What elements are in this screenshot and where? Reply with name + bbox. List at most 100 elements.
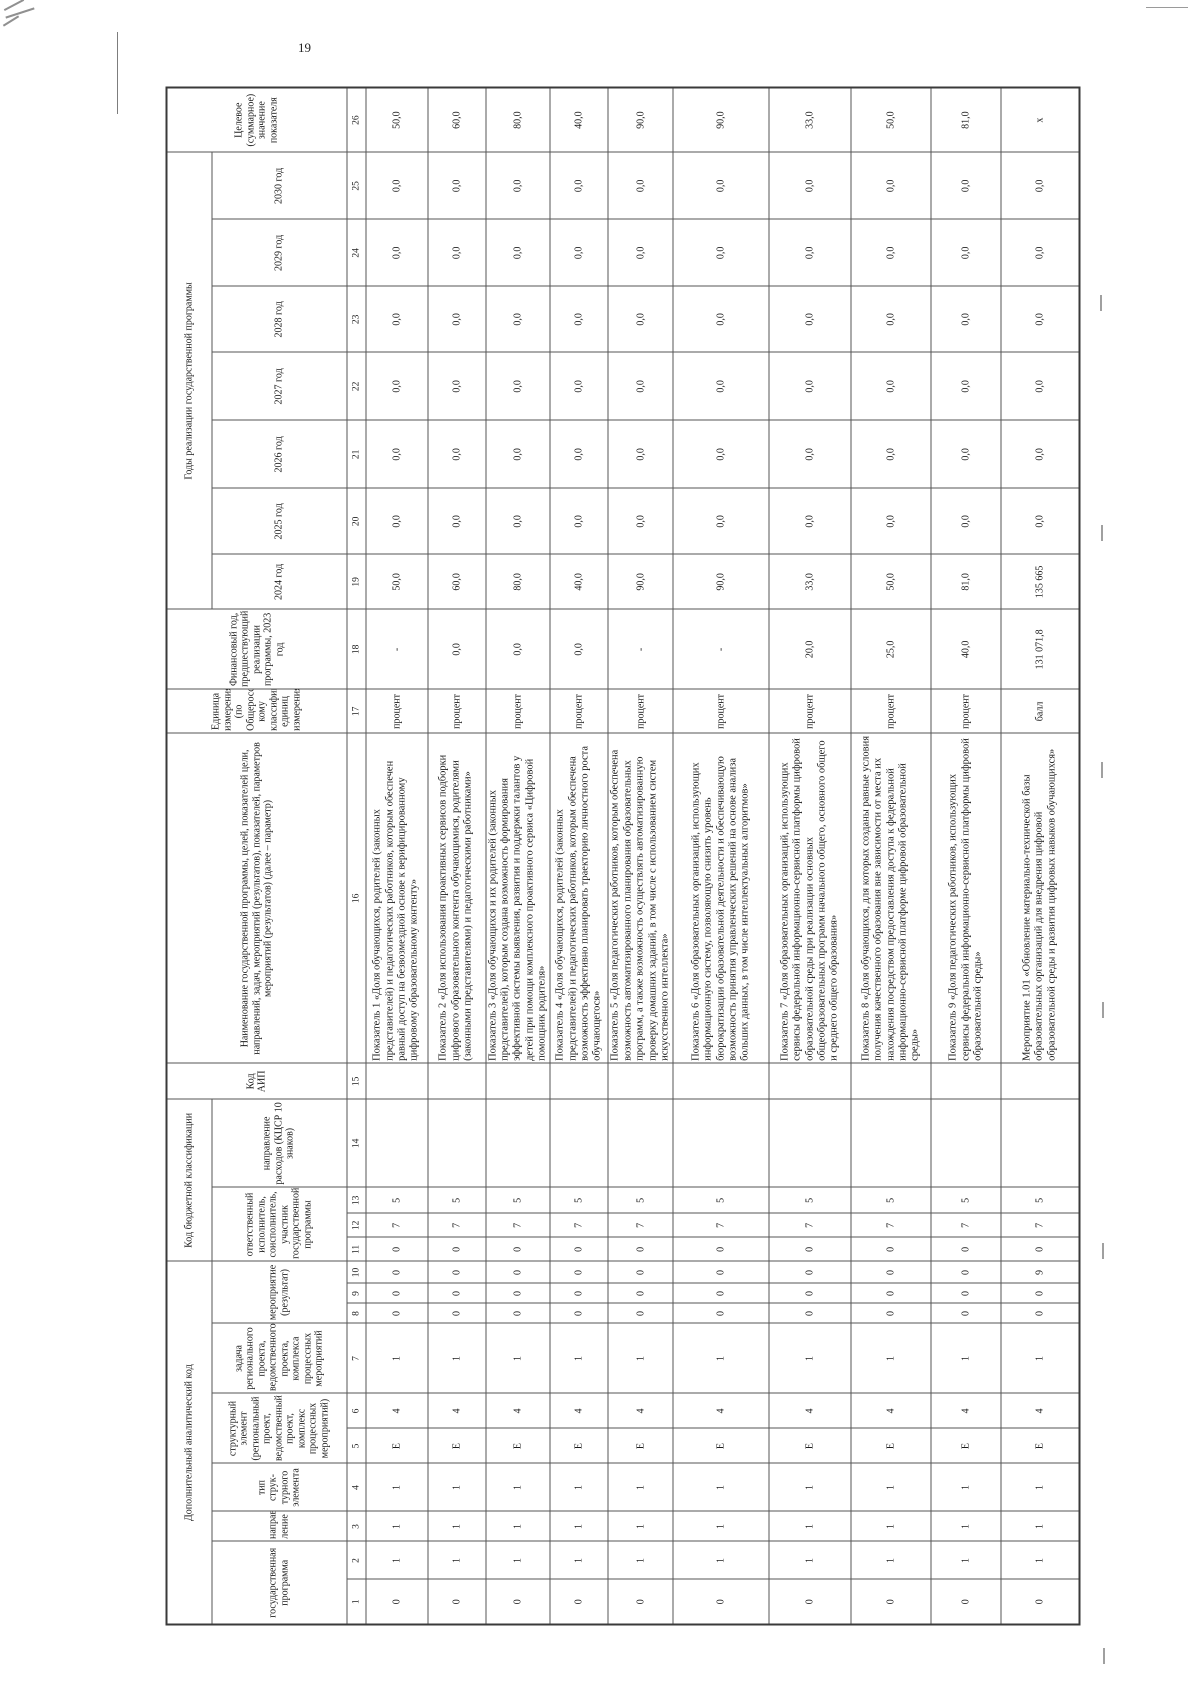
code-cell: 0 xyxy=(768,1303,851,1323)
code-cell: Е xyxy=(485,1428,550,1463)
column-number: 26 xyxy=(346,86,365,152)
code-cell: 0 xyxy=(672,1283,769,1303)
year-value-cell: 0,0 xyxy=(768,285,851,352)
header-group-years: Годы реализации государственной программ… xyxy=(166,151,211,609)
year-value-cell: 0,0 xyxy=(365,218,427,286)
header-structural-element: структурный элемент (региональный проект… xyxy=(211,1393,346,1463)
code-cell: Е xyxy=(672,1428,769,1463)
code-cell: 0 xyxy=(427,1236,485,1261)
code-cell: 0 xyxy=(485,1260,550,1283)
code-cell: 5 xyxy=(1000,1186,1079,1213)
fold-mark xyxy=(1101,762,1103,778)
fin-2023-cell: - xyxy=(365,608,427,689)
year-value-cell: 0,0 xyxy=(607,151,673,219)
year-value-cell: 0,0 xyxy=(549,419,608,488)
code-cell xyxy=(672,1098,769,1187)
target-value-cell: 40,0 xyxy=(549,86,608,152)
code-cell: 0 xyxy=(1000,1579,1079,1624)
code-cell: 0 xyxy=(365,1579,427,1624)
header-aip-code: Код АИП xyxy=(166,1062,346,1099)
column-number: 10 xyxy=(346,1260,365,1283)
code-cell: 1 xyxy=(427,1511,485,1541)
column-number: 25 xyxy=(346,151,365,219)
code-cell: 0 xyxy=(549,1283,608,1303)
code-cell: 0 xyxy=(1000,1283,1079,1303)
code-cell: 0 xyxy=(930,1260,1001,1283)
year-value-cell: 0,0 xyxy=(549,151,608,219)
table-row: 0 1 1 1 Е 4 1 0 0 0 0 7 5 Показатель 4 «Доля обучающи… xyxy=(549,86,608,1624)
header-napravlenie: направ­ление xyxy=(211,1511,346,1541)
code-cell: 0 xyxy=(365,1303,427,1323)
indicator-name-cell: Показатель 6 «Доля образовательных орган… xyxy=(672,732,769,1063)
code-cell: 0 xyxy=(549,1236,608,1261)
year-value-cell: 0,0 xyxy=(549,218,608,286)
code-cell xyxy=(768,1062,851,1099)
year-value-cell: 0,0 xyxy=(607,419,673,488)
rotated-table-wrapper: Дополнительный аналитический код Код бюд… xyxy=(165,85,1080,1625)
header-year-2025: 2025 год xyxy=(211,487,346,554)
code-cell: 1 xyxy=(930,1541,1001,1579)
code-cell: 0 xyxy=(930,1579,1001,1624)
code-cell: 5 xyxy=(607,1186,673,1213)
code-cell: Е xyxy=(1000,1428,1079,1463)
code-cell: 0 xyxy=(607,1260,673,1283)
fin-2023-cell: 25,0 xyxy=(850,608,931,689)
column-number: 2 xyxy=(346,1541,365,1579)
code-cell: 1 xyxy=(930,1463,1001,1511)
code-cell: Е xyxy=(768,1428,851,1463)
column-number: 13 xyxy=(346,1186,365,1213)
code-cell: 1 xyxy=(672,1323,769,1393)
year-value-cell: 0,0 xyxy=(930,487,1001,554)
code-cell: 7 xyxy=(365,1212,427,1237)
code-cell: 0 xyxy=(672,1579,769,1624)
code-cell: 5 xyxy=(768,1186,851,1213)
unit-cell: процент xyxy=(930,688,1001,733)
unit-cell: процент xyxy=(768,688,851,733)
indicator-name-cell: Показатель 5 «Доля педагогических работн… xyxy=(607,732,673,1063)
code-cell: 1 xyxy=(427,1323,485,1393)
column-number: 5 xyxy=(346,1428,365,1463)
code-cell: 7 xyxy=(549,1212,608,1237)
code-cell: 1 xyxy=(549,1323,608,1393)
code-cell xyxy=(850,1098,931,1187)
code-cell xyxy=(365,1098,427,1187)
fin-2023-cell: 0,0 xyxy=(427,608,485,689)
code-cell: 7 xyxy=(485,1212,550,1237)
indicator-name-cell: Показатель 9 «Доля педагогических работн… xyxy=(930,732,1001,1063)
year-value-cell: 0,0 xyxy=(365,151,427,219)
fold-mark xyxy=(1101,525,1103,541)
year-value-cell: 33,0 xyxy=(768,553,851,609)
header-year-2026: 2026 год xyxy=(211,419,346,488)
year-value-cell: 50,0 xyxy=(365,553,427,609)
code-cell: 4 xyxy=(485,1393,550,1428)
code-cell: 0 xyxy=(549,1579,608,1624)
code-cell: 1 xyxy=(930,1323,1001,1393)
year-value-cell: 0,0 xyxy=(1000,419,1079,488)
column-number: 12 xyxy=(346,1212,365,1237)
column-numbers-row: 1 2 3 4 5 6 7 8 9 10 11 12 13 14 15 16 17 18 19 20 21 22 23 24 2… xyxy=(346,86,365,1624)
year-value-cell: 0,0 xyxy=(768,487,851,554)
code-cell: 7 xyxy=(768,1212,851,1237)
code-cell: 4 xyxy=(1000,1393,1079,1428)
code-cell: 0 xyxy=(1000,1303,1079,1323)
year-value-cell: 0,0 xyxy=(427,151,485,219)
fin-2023-cell: - xyxy=(672,608,769,689)
year-value-cell: 135 665 xyxy=(1000,553,1079,609)
code-cell: 1 xyxy=(549,1541,608,1579)
table-row: 0 1 1 1 Е 4 1 0 0 9 0 7 5 Мероприятие 1.01 «Обновлени… xyxy=(1000,86,1079,1624)
column-number: 23 xyxy=(346,285,365,352)
code-cell: 0 xyxy=(672,1260,769,1283)
year-value-cell: 0,0 xyxy=(672,151,769,219)
code-cell: 5 xyxy=(549,1186,608,1213)
year-value-cell: 0,0 xyxy=(365,285,427,352)
code-cell: 1 xyxy=(365,1463,427,1511)
code-cell: 1 xyxy=(607,1511,673,1541)
indicator-name-cell: Мероприятие 1.01 «Обновление материально… xyxy=(1000,732,1079,1063)
table-row: 0 1 1 1 Е 4 1 0 0 0 0 7 5 Показатель 9 «Доля педагоги… xyxy=(930,86,1001,1624)
code-cell: 1 xyxy=(672,1541,769,1579)
code-cell: Е xyxy=(365,1428,427,1463)
scan-artifact xyxy=(1146,7,1188,8)
year-value-cell: 0,0 xyxy=(607,218,673,286)
code-cell: 1 xyxy=(850,1463,931,1511)
column-number: 3 xyxy=(346,1511,365,1541)
